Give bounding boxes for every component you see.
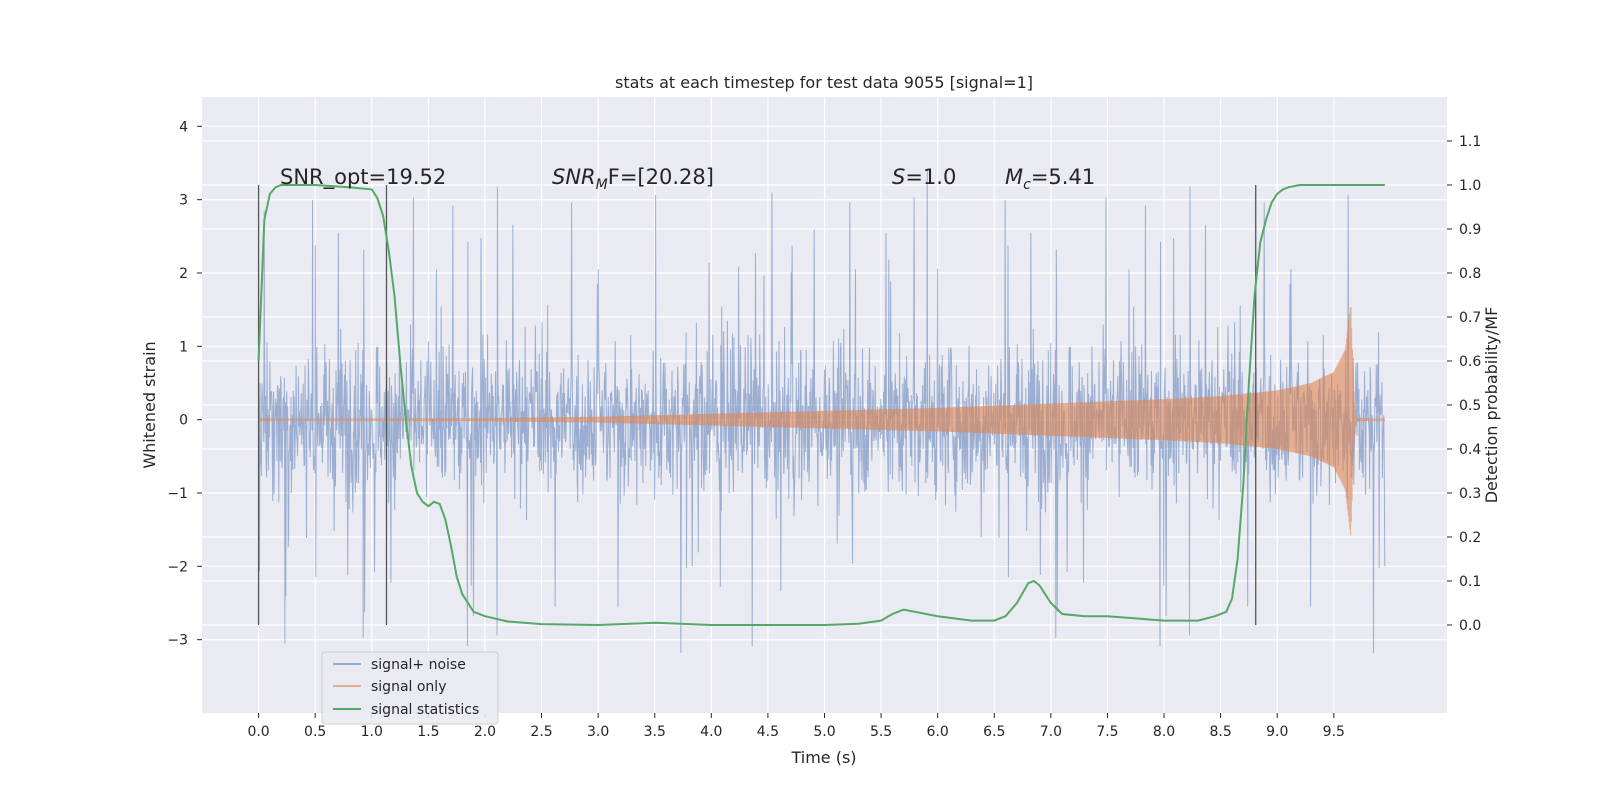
mc-sub: c (1023, 177, 1031, 193)
y-right-tick-label: 0.8 (1459, 266, 1481, 282)
x-tick-label: 3.0 (587, 724, 609, 740)
y-left-tick-label: −1 (167, 486, 188, 502)
x-tick-label: 4.5 (757, 724, 779, 740)
x-tick-label: 7.0 (1040, 724, 1062, 740)
x-tick-label: 8.0 (1153, 724, 1175, 740)
snr-mf-prefix: SNR (552, 165, 596, 189)
y-right-tick-label: 0.2 (1459, 530, 1481, 546)
y-axis-label-right: Detection probability/MF (1482, 307, 1501, 504)
y-right-tick-label: 0.3 (1459, 486, 1481, 502)
annotation-s: S=1.0 (892, 165, 956, 189)
chart-title: stats at each timestep for test data 905… (615, 73, 1033, 92)
x-axis-label: Time (s) (790, 748, 856, 767)
snr-mf-suffix: F=[20.28] (608, 165, 714, 189)
x-tick-label: 5.5 (870, 724, 892, 740)
x-tick-label: 4.0 (700, 724, 722, 740)
y-left-tick-label: 0 (179, 413, 188, 429)
x-tick-label: 1.0 (361, 724, 383, 740)
x-tick-label: 9.0 (1266, 724, 1288, 740)
x-tick-label: 5.0 (813, 724, 835, 740)
annotation-snr-mf: SNRMF=[20.28] (552, 165, 714, 193)
mc-val: =5.41 (1031, 165, 1095, 189)
stat-layer (257, 184, 1385, 627)
data-layer (257, 168, 1386, 654)
y-left-tick-label: 2 (179, 266, 188, 282)
y-right-tick-label: 0.0 (1459, 618, 1481, 634)
legend: signal+ noise signal only signal statist… (321, 651, 499, 725)
x-tick-label: 3.5 (644, 724, 666, 740)
y-left-tick-label: −3 (167, 633, 188, 649)
x-tick-label: 2.5 (530, 724, 552, 740)
mc-var: M (1005, 165, 1023, 189)
series-signal-only (258, 307, 1386, 536)
y-right-tick-label: 0.7 (1459, 310, 1481, 326)
y-right-tick-label: 0.6 (1459, 354, 1481, 370)
y-right-tick-label: 0.4 (1459, 442, 1481, 458)
y-left-tick-label: −2 (167, 559, 188, 575)
series-signal-statistics (257, 184, 1385, 627)
legend-label-signal: signal only (371, 679, 446, 695)
y-right-tick-label: 0.5 (1459, 398, 1481, 414)
x-tick-label: 2.0 (474, 724, 496, 740)
y-left-tick-label: 3 (179, 193, 188, 209)
x-tick-label: 6.5 (983, 724, 1005, 740)
annotation-snr-opt: SNR_opt=19.52 (280, 165, 446, 190)
x-tick-label: 0.0 (247, 724, 269, 740)
x-tick-label: 8.5 (1210, 724, 1232, 740)
s-var: S (892, 165, 905, 189)
x-tick-label: 0.5 (304, 724, 326, 740)
s-val: =1.0 (905, 165, 956, 189)
x-tick-label: 9.5 (1323, 724, 1345, 740)
y-right-tick-label: 1.1 (1459, 134, 1481, 150)
legend-label-noise: signal+ noise (371, 657, 466, 673)
x-tick-label: 1.5 (417, 724, 439, 740)
y-right-tick-label: 0.9 (1459, 222, 1481, 238)
annotation-mc: Mc=5.41 (1005, 165, 1095, 193)
x-tick-label: 6.0 (927, 724, 949, 740)
y-right-tick-label: 1.0 (1459, 178, 1481, 194)
legend-label-stats: signal statistics (371, 702, 479, 718)
y-left-tick-label: 4 (179, 119, 188, 135)
y-left-tick-label: 1 (179, 339, 188, 355)
axes: 0.0 0.5 1.0 1.5 2.0 2.5 3.0 3.5 4.0 4.5 5.0 5.5 6.0 6… (167, 119, 1481, 740)
x-tick-label: 7.5 (1096, 724, 1118, 740)
y-right-tick-label: 0.1 (1459, 574, 1481, 590)
y-axis-label-left: Whitened strain (140, 341, 159, 468)
legend-box (321, 651, 499, 725)
snr-mf-sub: M (596, 177, 608, 193)
